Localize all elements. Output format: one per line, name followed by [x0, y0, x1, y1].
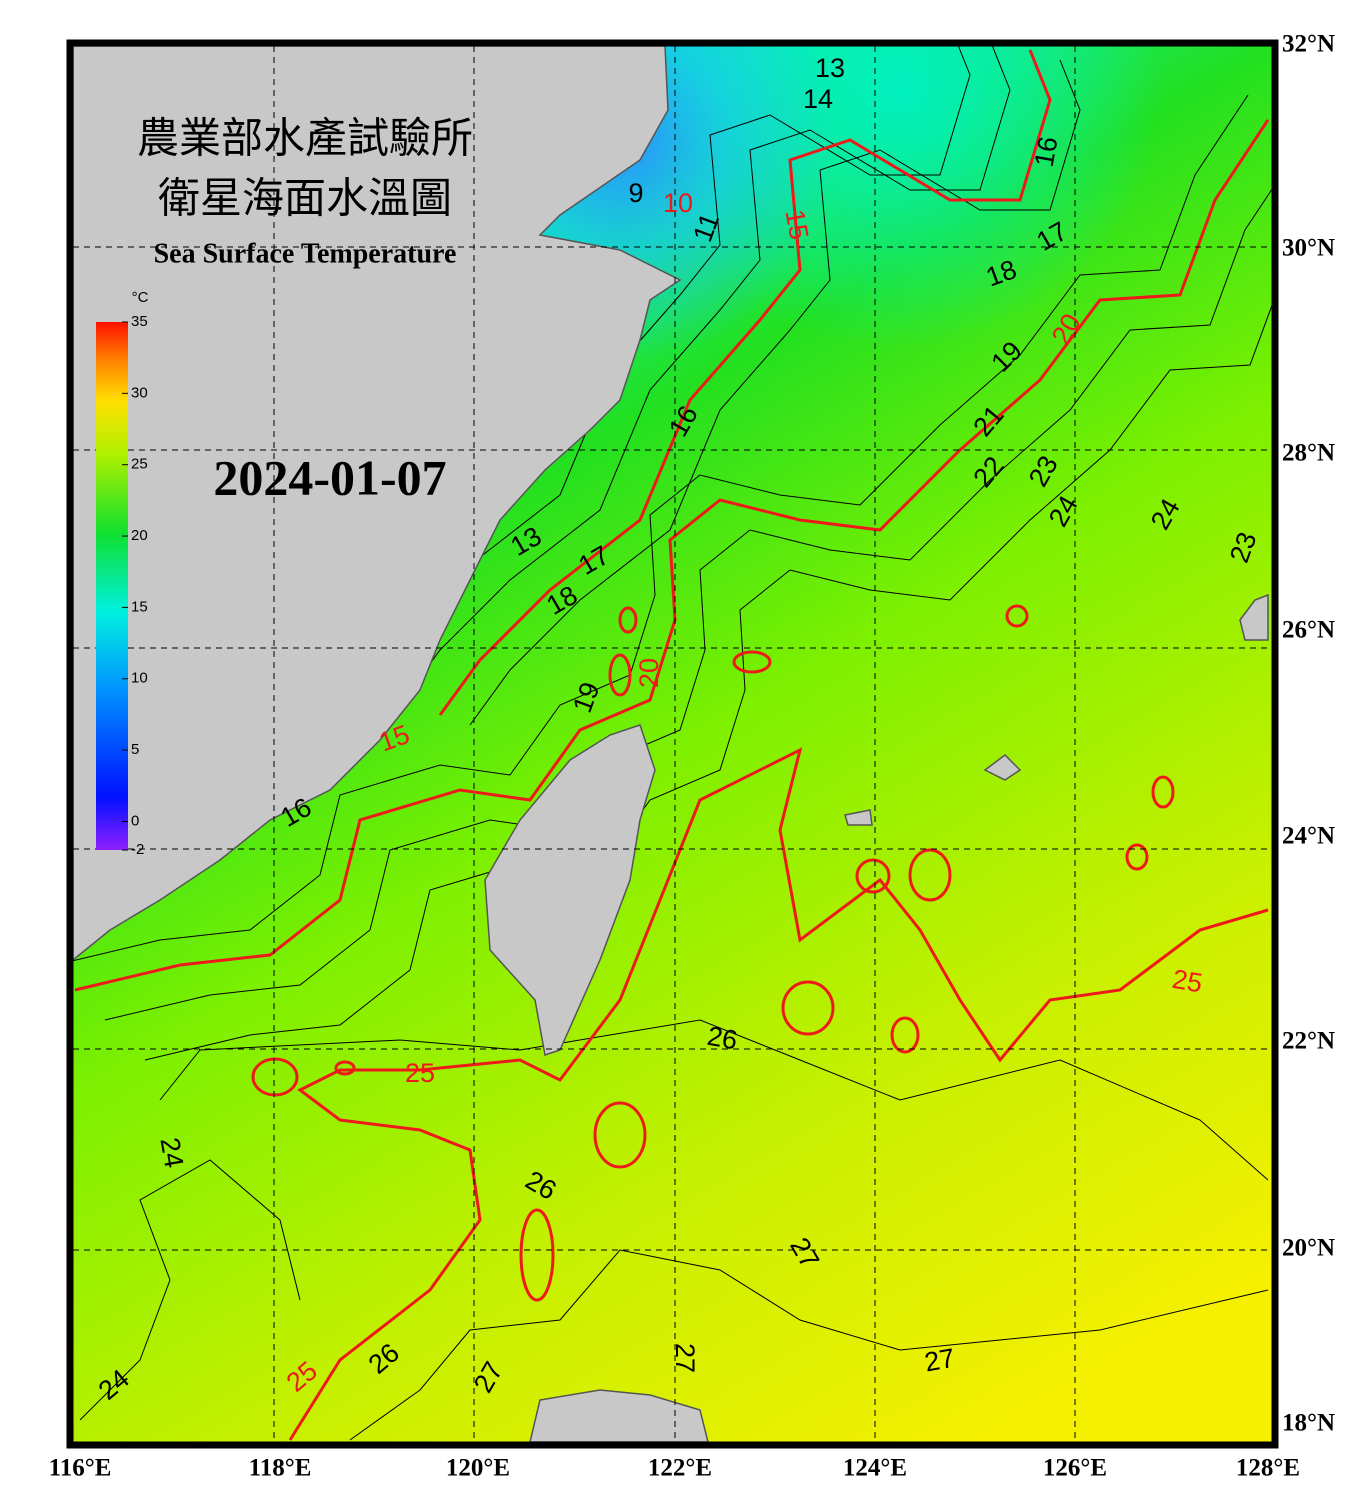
- lon-label: 126°E: [1043, 1455, 1107, 1482]
- isotherm-label: 20: [634, 658, 664, 688]
- land: [73, 46, 1269, 1442]
- title-line1: 農業部水產試驗所: [137, 116, 473, 163]
- colorbar-tick-label: 15: [131, 598, 148, 615]
- lat-label: 30°N: [1282, 235, 1335, 262]
- lat-label: 26°N: [1282, 617, 1335, 644]
- contour-label: 16: [1029, 134, 1064, 169]
- lat-label: 20°N: [1282, 1235, 1335, 1262]
- colorbar-unit: °C: [132, 289, 149, 306]
- contour-label: 27: [922, 1343, 957, 1378]
- lon-label: 122°E: [648, 1455, 712, 1482]
- title-line2: 衛星海面水溫圖: [158, 177, 452, 223]
- colorbar-tick-label: 0: [131, 812, 139, 829]
- graticule: [73, 46, 1272, 1442]
- contour-label: 27: [670, 1343, 700, 1373]
- lon-label: 116°E: [49, 1455, 112, 1482]
- lat-label: 22°N: [1282, 1028, 1335, 1055]
- frame: [66, 39, 1279, 1449]
- lat-label: 28°N: [1282, 440, 1335, 467]
- colorbar-tick-label: 25: [131, 456, 148, 473]
- colorbar-tick-label: 35: [131, 313, 148, 330]
- lon-label: 124°E: [843, 1455, 907, 1482]
- isotherm-label: 15: [779, 207, 814, 242]
- colorbar-tick-label: -2: [131, 841, 144, 858]
- isotherms: [74, 49, 1270, 1441]
- lat-label: 32°N: [1282, 31, 1335, 58]
- isotherm-label: 25: [405, 1058, 435, 1088]
- contour-label: 13: [815, 53, 845, 83]
- lat-label: 18°N: [1282, 1410, 1335, 1437]
- title-en: Sea Surface Temperature: [154, 238, 457, 269]
- colorbar-tick-label: 30: [131, 384, 148, 401]
- colorbar-tick-label: 20: [131, 527, 148, 544]
- contour-label: 9: [628, 178, 643, 208]
- date: 2024-01-07: [213, 449, 446, 505]
- isotherm-label: 10: [663, 188, 693, 218]
- lon-label: 120°E: [446, 1455, 510, 1482]
- colorbar: [96, 322, 128, 850]
- lon-label: 118°E: [249, 1455, 312, 1482]
- isotherm-label: 25: [1170, 964, 1205, 999]
- lon-label: 128°E: [1236, 1455, 1300, 1482]
- contour-label: 14: [803, 84, 833, 114]
- colorbar-tick-label: 5: [131, 741, 139, 758]
- contour-label: 24: [154, 1135, 189, 1170]
- lat-label: 24°N: [1282, 823, 1335, 850]
- colorbar-tick-label: 10: [131, 670, 148, 687]
- contour-label: 26: [705, 1021, 740, 1056]
